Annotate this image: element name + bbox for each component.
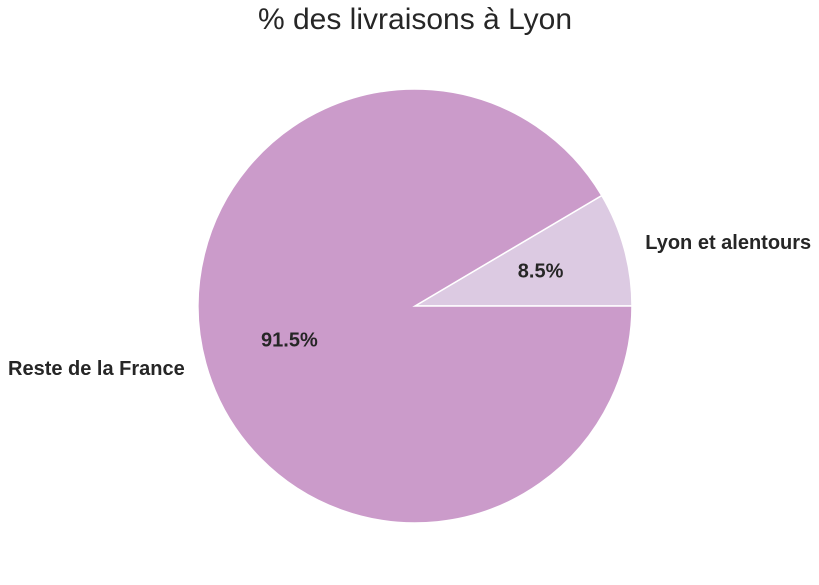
pie-slices	[197, 88, 633, 524]
chart-title: % des livraisons à Lyon	[258, 3, 572, 36]
pie-pct-label-2: 91.5%	[261, 329, 318, 351]
pie-category-label-2: Reste de la France	[8, 358, 185, 380]
pie-pct-label-1: 8.5%	[518, 261, 564, 283]
pie-category-label-1: Lyon et alentours	[645, 232, 811, 254]
pie-slice-1	[412, 194, 633, 307]
pie-labels: 8.5% Lyon et alentours 91.5% Reste de la Fr…	[8, 232, 811, 380]
pie-slice-2	[197, 88, 633, 524]
